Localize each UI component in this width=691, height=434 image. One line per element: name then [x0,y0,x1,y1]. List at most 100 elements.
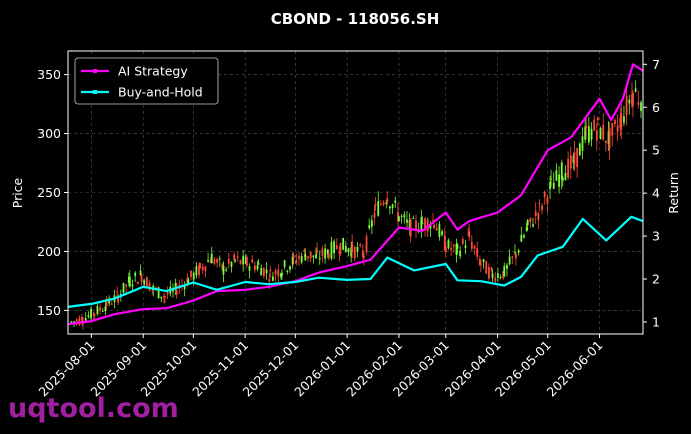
candle-body [92,312,95,316]
candle-body [470,242,473,249]
candle-body [164,295,166,298]
candle-body [326,249,329,255]
candle-body [351,241,354,253]
candle-body [318,257,321,260]
candle-body [450,248,453,250]
y-tick-label: 200 [37,244,61,259]
series-lines [67,63,644,326]
candle-body [136,281,139,284]
candle-body [623,116,625,123]
candle-body [625,96,628,116]
candle-body [517,250,520,253]
candle-body [491,273,494,279]
candle-body [361,250,364,257]
candle-body [209,259,212,263]
y-axis-label: Price [10,177,25,208]
candle-body [347,248,350,253]
candle-body [233,254,236,260]
candle-body [514,251,516,253]
candle-body [265,269,268,274]
candle-body [330,242,333,259]
candle-body [487,266,490,279]
candle-body [529,217,532,222]
y2-axis-label: Return [666,172,681,213]
candle-body [344,246,347,252]
candle-body [122,282,125,293]
candle-body [93,314,96,316]
candle-body [368,225,371,229]
candle-body [608,128,611,150]
candle-body [303,249,306,252]
candle-body [295,259,298,264]
candle-body [245,257,248,266]
candle-body [607,130,610,144]
candle-body [373,212,376,218]
candle-body [432,219,434,221]
candle-body [464,245,467,248]
candle-body [186,278,189,286]
candle-body [286,270,289,272]
candle-body [452,244,455,247]
candle-body [526,219,529,226]
candle-body [482,259,485,263]
candle-body [455,243,458,255]
candle-body [389,206,391,209]
candle-body [175,290,178,296]
candle-body [190,270,192,278]
candle-body [251,259,254,263]
candle-body [476,248,479,257]
candle-body [444,246,447,253]
candle-body [382,202,385,205]
candle-body [558,174,560,187]
candle-body [78,317,81,325]
candle-body [277,269,280,277]
candle-body [236,256,239,258]
watermark-text: uqtool.com [8,393,179,424]
candle-body [145,277,148,287]
candle-body [503,265,506,277]
candle-body [502,271,505,279]
candle-body [101,310,104,312]
candle-body [561,177,564,181]
legend-label-buy-and-hold: Buy-and-Hold [118,85,203,100]
candle-body [260,267,263,276]
candle-body [435,228,438,231]
candle-body [269,269,272,272]
candle-body [637,102,640,105]
candle-body [81,316,83,324]
candle-body [213,259,216,264]
y2-tick-label: 3 [652,229,660,244]
candle-body [324,248,326,259]
candle-body [139,270,142,275]
legend-marker-ai-strategy [93,69,97,73]
candle-body [409,219,412,237]
candle-body [585,125,588,128]
candle-body [634,88,637,92]
candle-body [309,251,312,259]
candle-body [210,253,213,264]
candle-body [90,308,92,319]
candle-body [400,215,403,217]
candle-body [183,284,186,290]
candle-body [216,259,218,263]
candle-body [523,235,525,238]
candle-body [473,245,476,249]
candle-body [538,202,541,204]
candle-body [353,246,356,259]
candle-body [443,235,446,251]
candle-body [342,237,345,250]
candle-body [327,253,330,259]
candle-body [256,265,259,270]
candle-body [628,99,631,104]
candle-body [140,275,143,282]
candle-body [581,136,584,151]
candle-body [199,263,201,269]
candle-body [397,211,399,222]
candle-body [195,266,198,276]
candle-body [359,244,362,246]
candle-body [578,143,581,156]
candle-body [394,200,397,203]
x-tick-label: 2026-06-01 [544,338,606,400]
candle-body [596,117,599,121]
